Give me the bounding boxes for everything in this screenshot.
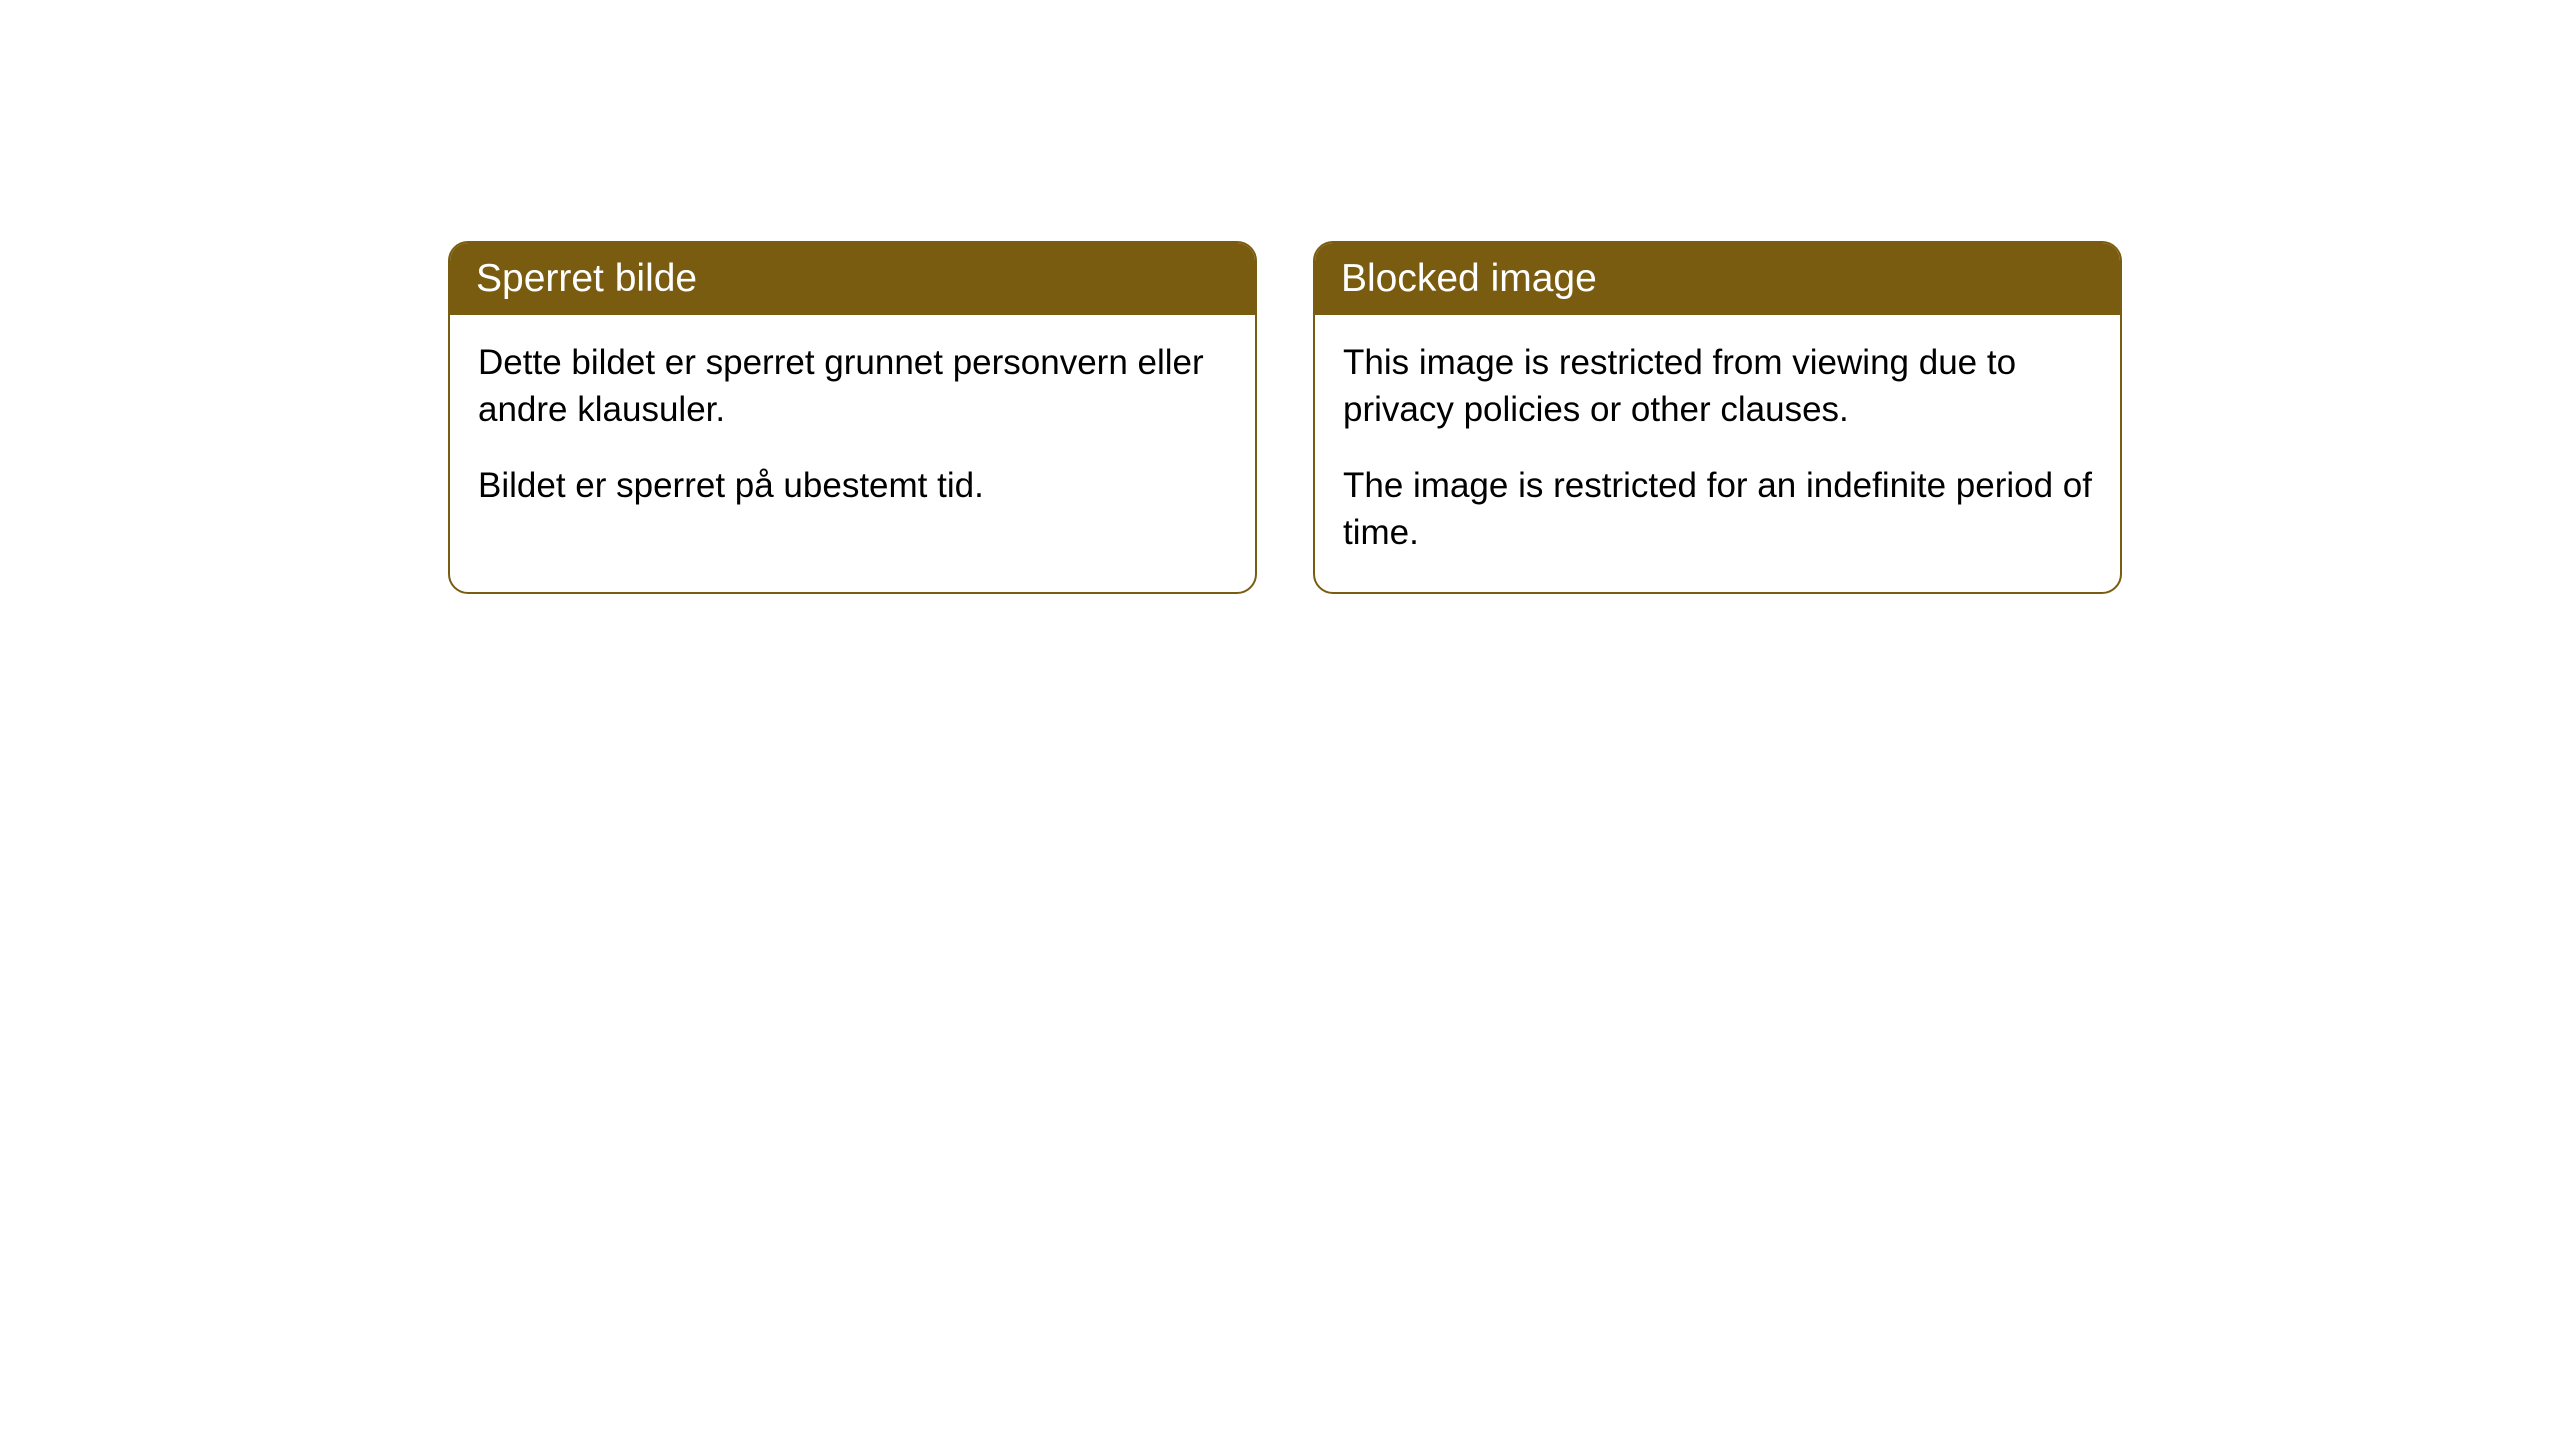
card-para-2: The image is restricted for an indefinit… [1343, 462, 2092, 557]
card-body: Dette bildet er sperret grunnet personve… [450, 315, 1255, 545]
card-body: This image is restricted from viewing du… [1315, 315, 2120, 592]
blocked-image-card-no: Sperret bilde Dette bildet er sperret gr… [448, 241, 1257, 594]
card-para-1: Dette bildet er sperret grunnet personve… [478, 339, 1227, 434]
card-para-1: This image is restricted from viewing du… [1343, 339, 2092, 434]
card-title: Sperret bilde [450, 243, 1255, 315]
card-para-2: Bildet er sperret på ubestemt tid. [478, 462, 1227, 509]
card-title: Blocked image [1315, 243, 2120, 315]
blocked-image-card-en: Blocked image This image is restricted f… [1313, 241, 2122, 594]
notice-cards-container: Sperret bilde Dette bildet er sperret gr… [448, 241, 2122, 594]
